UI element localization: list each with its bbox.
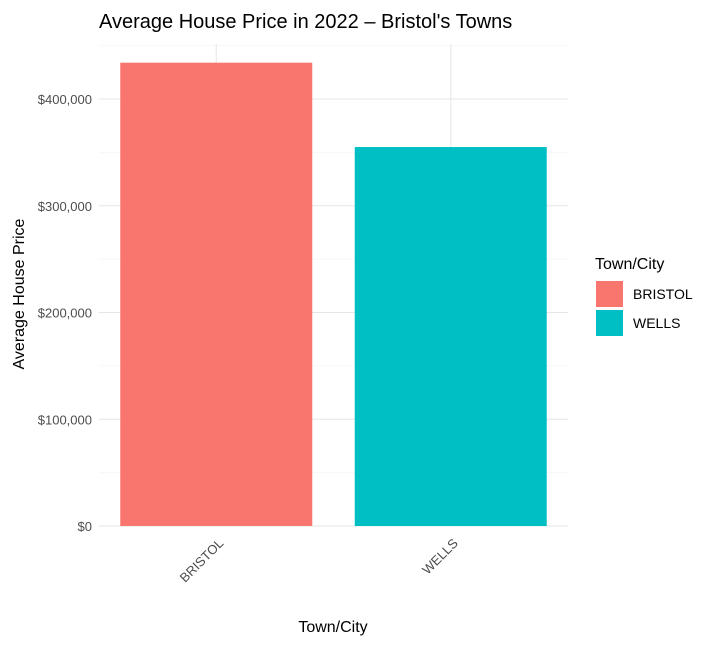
y-tick-label: $400,000 — [38, 92, 92, 107]
y-axis: $0 $100,000 $200,000 $300,000 $400,000 — [38, 92, 92, 534]
bar-bristol — [120, 62, 313, 527]
x-axis: BRISTOL WELLS — [177, 535, 462, 585]
legend-label-wells: WELLS — [633, 315, 680, 331]
bars — [120, 62, 547, 527]
x-tick-label: WELLS — [419, 535, 461, 577]
legend: Town/City BRISTOL WELLS — [595, 256, 693, 336]
y-axis-title: Average House Price — [11, 218, 28, 369]
y-tick-label: $0 — [78, 519, 92, 534]
x-axis-title: Town/City — [298, 619, 367, 636]
legend-label-bristol: BRISTOL — [633, 286, 693, 302]
y-tick-label: $300,000 — [38, 199, 92, 214]
x-tick-label: BRISTOL — [177, 536, 227, 586]
chart-title: Average House Price in 2022 – Bristol's … — [99, 11, 512, 33]
legend-swatch-bristol — [596, 281, 623, 307]
legend-title: Town/City — [595, 256, 664, 273]
y-tick-label: $200,000 — [38, 306, 92, 321]
y-tick-label: $100,000 — [38, 412, 92, 427]
legend-swatch-wells — [596, 310, 623, 336]
legend-items: BRISTOL WELLS — [596, 281, 693, 336]
bar-wells — [354, 147, 547, 526]
